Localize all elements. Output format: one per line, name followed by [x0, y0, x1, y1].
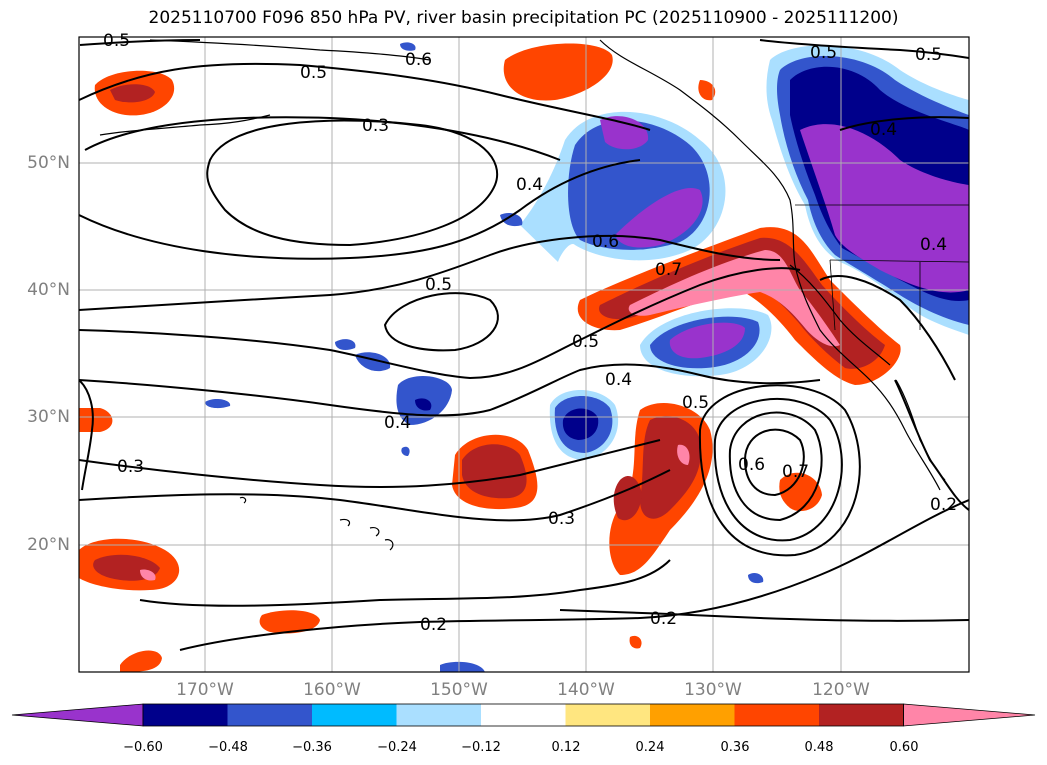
colorbar-tick: 0.48	[804, 740, 834, 755]
contour-label: 0.3	[548, 509, 575, 529]
contour-label: 0.6	[738, 455, 765, 475]
contour-label: 0.5	[572, 332, 599, 352]
colorbar	[11, 703, 1036, 727]
contour-label: 0.5	[682, 393, 709, 413]
contour-label: 0.4	[605, 370, 632, 390]
state-borders	[795, 204, 969, 331]
contour-label: 0.5	[810, 43, 837, 63]
lon-label-170w: 170°W	[176, 680, 234, 700]
colorbar-cell	[396, 704, 481, 726]
colorbar-cell	[481, 704, 566, 726]
colorbar-tick: 0.24	[635, 740, 665, 755]
colorbar-frame	[142, 703, 904, 727]
colorbar-cell	[312, 704, 397, 726]
contour-label: 0.2	[930, 495, 957, 515]
lat-label-50n: 50°N	[27, 153, 70, 173]
lon-label-140w: 140°W	[557, 680, 615, 700]
colorbar-cell	[143, 704, 228, 726]
contour-label: 0.2	[650, 609, 677, 629]
graticule	[79, 37, 969, 672]
contour-label: 0.3	[117, 457, 144, 477]
lat-label-20n: 20°N	[27, 535, 70, 555]
lon-label-160w: 160°W	[303, 680, 361, 700]
precip-shading	[79, 42, 969, 672]
lon-label-150w: 150°W	[430, 680, 488, 700]
pv-contours	[79, 39, 969, 651]
lon-label-130w: 130°W	[684, 680, 742, 700]
colorbar-tick: −0.24	[377, 740, 417, 755]
colorbar-cell	[734, 704, 819, 726]
contour-label: 0.4	[384, 413, 411, 433]
contour-label: 0.4	[920, 235, 947, 255]
colorbar-tick: −0.36	[292, 740, 332, 755]
colorbar-cell	[227, 704, 312, 726]
colorbar-cell	[650, 704, 735, 726]
colorbar-tick: −0.60	[123, 740, 163, 755]
map-frame	[78, 36, 970, 673]
contour-label: 0.2	[420, 615, 447, 635]
contour-label: 0.5	[425, 275, 452, 295]
colorbar-extend-max	[903, 703, 1036, 727]
lon-label-120w: 120°W	[812, 680, 870, 700]
lat-label-40n: 40°N	[27, 280, 70, 300]
map-title: 2025110700 F096 850 hPa PV, river basin …	[148, 8, 899, 28]
contour-label: 0.4	[516, 175, 543, 195]
colorbar-tick: 0.60	[889, 740, 919, 755]
contour-label: 0.6	[405, 50, 432, 70]
colorbar-extend-min	[11, 703, 144, 727]
colorbar-tick: −0.12	[461, 740, 501, 755]
colorbar-cell	[565, 704, 650, 726]
coastlines	[99, 39, 946, 551]
colorbar-tick: −0.48	[208, 740, 248, 755]
colorbar-cell	[819, 704, 904, 726]
colorbar-tick: 0.12	[551, 740, 581, 755]
colorbar-tick: 0.36	[720, 740, 750, 755]
contour-label: 0.6	[592, 232, 619, 252]
lat-label-30n: 30°N	[27, 407, 70, 427]
contour-label: 0.5	[300, 63, 327, 83]
contour-label: 0.7	[782, 462, 809, 482]
contour-label: 0.3	[362, 116, 389, 136]
contour-label: 0.5	[103, 31, 130, 51]
contour-labels: 0.5 0.5 0.5 0.5 0.3 0.4 0.4 0.6 0.7 0.5 …	[103, 31, 957, 635]
contour-label: 0.7	[655, 260, 682, 280]
contour-label: 0.5	[915, 45, 942, 65]
contour-label: 0.4	[870, 120, 897, 140]
